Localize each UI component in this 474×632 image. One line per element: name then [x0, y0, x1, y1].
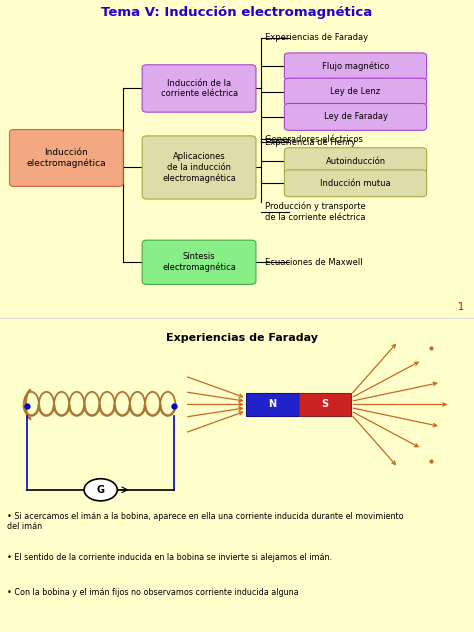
FancyBboxPatch shape	[284, 104, 427, 130]
FancyBboxPatch shape	[284, 78, 427, 105]
Text: Experiencias de Faraday: Experiencias de Faraday	[265, 33, 369, 42]
FancyBboxPatch shape	[9, 130, 123, 186]
Text: S: S	[321, 399, 328, 410]
FancyBboxPatch shape	[299, 393, 351, 416]
FancyBboxPatch shape	[284, 53, 427, 80]
Text: Ley de Lenz: Ley de Lenz	[330, 87, 381, 96]
Text: 1: 1	[458, 301, 465, 312]
FancyBboxPatch shape	[142, 136, 256, 199]
Text: Ley de Faraday: Ley de Faraday	[323, 112, 388, 121]
FancyBboxPatch shape	[142, 240, 256, 284]
Text: Tema V: Inducción electromagnética: Tema V: Inducción electromagnética	[101, 6, 373, 19]
Text: • Con la bobina y el imán fijos no observamos corriente inducida alguna: • Con la bobina y el imán fijos no obser…	[7, 588, 299, 597]
Text: • El sentido de la corriente inducida en la bobina se invierte si alejamos el im: • El sentido de la corriente inducida en…	[7, 553, 332, 562]
Text: G: G	[97, 485, 105, 495]
Text: Producción y transporte
de la corriente eléctrica: Producción y transporte de la corriente …	[265, 202, 366, 222]
Text: Inducción
electromagnética: Inducción electromagnética	[27, 148, 106, 168]
Text: Síntesis
electromagnética: Síntesis electromagnética	[162, 252, 236, 272]
FancyBboxPatch shape	[246, 393, 299, 416]
Circle shape	[84, 479, 117, 501]
Text: Inducción mutua: Inducción mutua	[320, 179, 391, 188]
Text: • Si acercamos el imán a la bobina, aparece en ella una corriente inducida duran: • Si acercamos el imán a la bobina, apar…	[7, 512, 404, 532]
Text: Aplicaciones
de la inducción
electromagnética: Aplicaciones de la inducción electromagn…	[162, 152, 236, 183]
Text: Experiencia de Henry: Experiencia de Henry	[265, 138, 356, 147]
Text: Inducción de la
corriente eléctrica: Inducción de la corriente eléctrica	[161, 79, 237, 98]
FancyBboxPatch shape	[284, 148, 427, 174]
FancyBboxPatch shape	[284, 170, 427, 197]
Text: Generadores eléctricos: Generadores eléctricos	[265, 135, 363, 143]
Text: Ecuaciones de Maxwell: Ecuaciones de Maxwell	[265, 258, 363, 267]
Text: N: N	[268, 399, 277, 410]
Text: Experiencias de Faraday: Experiencias de Faraday	[166, 333, 318, 343]
Text: Flujo magnético: Flujo magnético	[322, 61, 389, 71]
FancyBboxPatch shape	[142, 64, 256, 112]
Text: Autoinducción: Autoinducción	[326, 157, 385, 166]
